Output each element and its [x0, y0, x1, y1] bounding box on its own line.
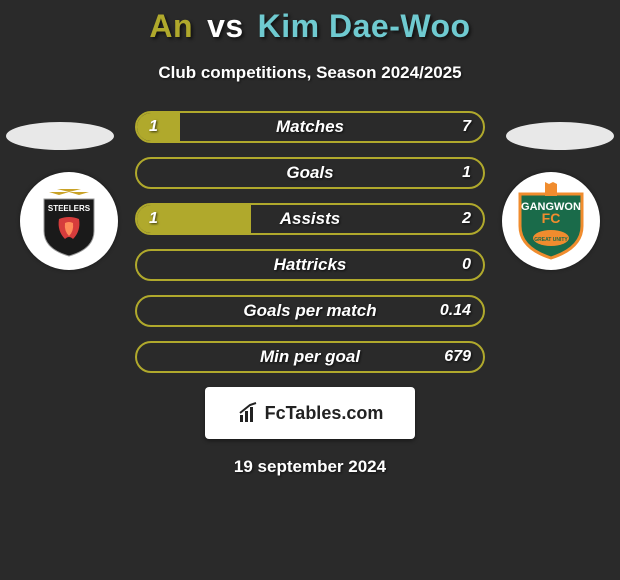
- stat-value-right: 7: [462, 113, 471, 141]
- stat-label: Goals: [137, 159, 483, 187]
- stat-value-right: 679: [444, 343, 471, 371]
- player1-placeholder-oval: [6, 122, 114, 150]
- fctables-logo: FcTables.com: [205, 387, 415, 439]
- fctables-logo-text: FcTables.com: [265, 403, 384, 424]
- footer-date: 19 september 2024: [0, 457, 620, 477]
- comparison-card: Anvs Kim Dae-Woo Club competitions, Seaso…: [0, 0, 620, 580]
- stat-label: Matches: [137, 113, 483, 141]
- page-title: Anvs Kim Dae-Woo: [0, 8, 620, 45]
- stat-value-right: 1: [462, 159, 471, 187]
- svg-text:GREAT UNITY: GREAT UNITY: [534, 237, 568, 243]
- vs-label: vs: [207, 8, 244, 44]
- svg-text:FC: FC: [542, 210, 561, 226]
- svg-text:STEELERS: STEELERS: [48, 204, 91, 213]
- stat-label: Hattricks: [137, 251, 483, 279]
- stat-value-right: 0.14: [440, 297, 471, 325]
- stat-bars: 1Matches7Goals11Assists2Hattricks0Goals …: [135, 111, 485, 373]
- player2-name: Kim Dae-Woo: [258, 8, 471, 44]
- gangwon-fc-logo-icon: GANGWON FC GREAT UNITY: [510, 180, 592, 262]
- stat-row: 1Assists2: [135, 203, 485, 235]
- stat-label: Assists: [137, 205, 483, 233]
- club-badge-left: STEELERS: [20, 172, 118, 270]
- stat-row: Goals1: [135, 157, 485, 189]
- club-badge-right: GANGWON FC GREAT UNITY: [502, 172, 600, 270]
- stat-row: Min per goal679: [135, 341, 485, 373]
- stat-label: Min per goal: [137, 343, 483, 371]
- stat-value-right: 2: [462, 205, 471, 233]
- stat-row: Hattricks0: [135, 249, 485, 281]
- stat-row: 1Matches7: [135, 111, 485, 143]
- player1-name: An: [149, 8, 193, 44]
- subtitle: Club competitions, Season 2024/2025: [0, 63, 620, 83]
- stat-value-right: 0: [462, 251, 471, 279]
- fctables-logo-icon: [237, 401, 261, 425]
- stat-row: Goals per match0.14: [135, 295, 485, 327]
- player2-placeholder-oval: [506, 122, 614, 150]
- stat-label: Goals per match: [137, 297, 483, 325]
- pohang-steelers-logo-icon: STEELERS: [29, 181, 109, 261]
